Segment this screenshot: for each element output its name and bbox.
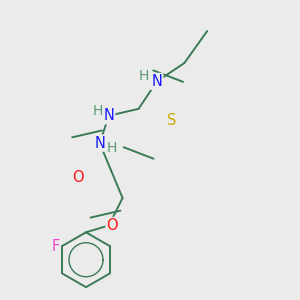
Text: O: O	[72, 170, 84, 185]
Text: N: N	[103, 108, 114, 123]
Text: H: H	[107, 141, 118, 155]
Text: H: H	[139, 69, 149, 83]
Text: H: H	[92, 104, 103, 118]
Text: F: F	[51, 238, 59, 253]
Text: S: S	[167, 113, 176, 128]
Text: O: O	[106, 218, 118, 233]
Text: N: N	[152, 74, 162, 89]
Text: N: N	[94, 136, 105, 151]
